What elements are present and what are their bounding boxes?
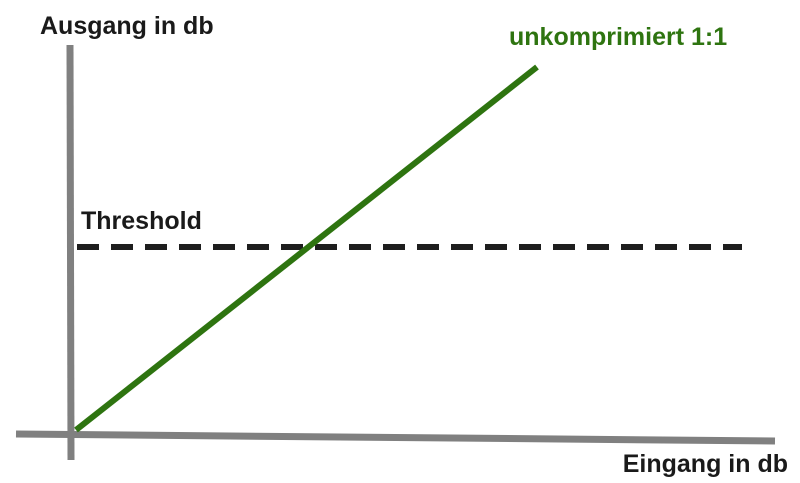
x-axis-label: Eingang in db	[622, 450, 788, 478]
y-axis	[66, 44, 75, 461]
threshold-label: Threshold	[81, 207, 202, 235]
y-axis-label: Ausgang in db	[40, 12, 214, 40]
x-axis	[15, 430, 776, 445]
transfer-line-label: unkomprimiert 1:1	[509, 23, 728, 51]
unity-transfer-line	[74, 64, 539, 433]
